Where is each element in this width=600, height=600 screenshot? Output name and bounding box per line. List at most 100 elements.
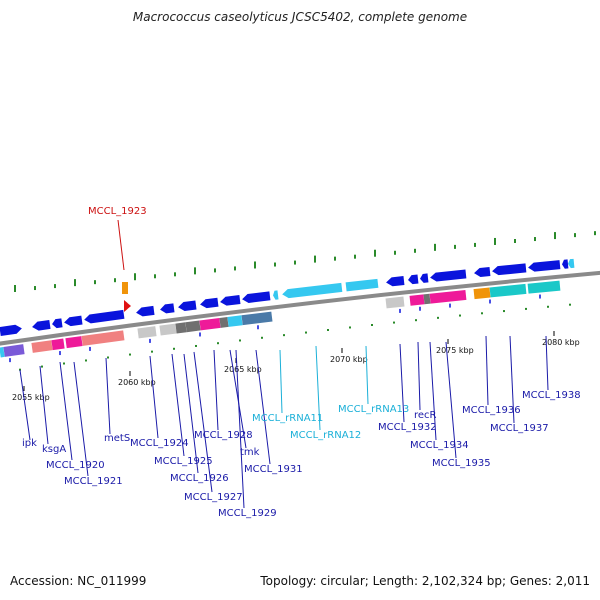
leader-line	[429, 341, 437, 441]
gene-feature	[178, 300, 197, 311]
leader-line	[213, 349, 219, 431]
gene-label: MCCL_1932	[378, 422, 437, 433]
gene-label: MCCL_1925	[154, 456, 213, 467]
mccl-1923-box	[122, 282, 128, 294]
gene-feature	[84, 309, 125, 324]
label-leader-lines	[19, 219, 549, 509]
gc-skew-ticks	[14, 231, 596, 371]
gene-feature	[423, 293, 431, 305]
gene-feature	[0, 347, 5, 358]
leader-line	[545, 335, 549, 391]
leader-line	[105, 357, 111, 435]
gene-label: MCCL_1923	[88, 206, 147, 217]
leader-line	[399, 343, 405, 423]
gene-feature	[429, 289, 467, 304]
gene-feature	[474, 266, 491, 277]
gene-label: MCCL_1927	[184, 492, 243, 503]
gene-feature	[492, 263, 527, 276]
gene-feature	[273, 290, 279, 300]
gene-label: MCCL_1926	[170, 473, 229, 484]
gene-label: recR	[414, 410, 437, 421]
gene-feature	[0, 324, 22, 336]
leader-line	[235, 349, 245, 509]
gene-feature	[408, 274, 419, 285]
gene-feature	[136, 305, 155, 317]
gene-label: MCCL_1928	[194, 430, 253, 441]
gene-feature	[386, 276, 405, 287]
gene-feature	[31, 340, 53, 353]
gene-feature	[3, 344, 25, 357]
leader-line	[365, 345, 369, 405]
leader-line	[279, 349, 283, 414]
kbp-tick-label: 2055 kbp	[12, 393, 50, 402]
leader-line	[59, 361, 73, 461]
kbp-tick-label: 2080 kbp	[542, 338, 580, 347]
gene-feature	[527, 280, 561, 294]
leader-line	[193, 351, 213, 493]
gene-label: MCCL_1929	[218, 508, 277, 519]
mccl-1923-marker	[124, 300, 131, 312]
gene-label: MCCL_rRNA12	[290, 430, 361, 441]
kbp-tick-label: 2060 kbp	[118, 378, 156, 387]
leader-line	[417, 341, 421, 411]
gene-label: MCCL_1924	[130, 438, 189, 449]
leader-line	[171, 353, 185, 457]
gene-feature	[137, 326, 157, 339]
gene-feature	[52, 318, 63, 329]
kbp-ticks: 2055 kbp 2060 kbp 2065 kbp 2070 kbp 2075 kbp…	[12, 331, 580, 402]
leader-line	[183, 353, 199, 474]
gene-feature	[199, 317, 221, 331]
gene-label: MCCL_1934	[410, 440, 469, 451]
kbp-tick-label: 2075 kbp	[436, 346, 474, 355]
gene-label: MCCL_1921	[64, 476, 123, 487]
leader-line	[509, 335, 515, 424]
kbp-tick-label: 2065 kbp	[224, 365, 262, 374]
gene-label: metS	[104, 433, 130, 444]
gene-feature	[420, 273, 429, 283]
leader-line	[149, 355, 159, 439]
gene-feature	[81, 330, 125, 346]
gene-feature	[409, 294, 425, 306]
gene-feature	[32, 320, 51, 331]
gene-label: ksgA	[42, 444, 66, 455]
gene-feature	[64, 315, 83, 327]
gene-feature	[241, 311, 273, 326]
gene-label: MCCL_rRNA13	[338, 404, 409, 415]
gene-label: MCCL_1920	[46, 460, 105, 471]
gene-label: MCCL_1936	[462, 405, 521, 416]
leader-line	[39, 365, 49, 445]
gene-label: MCCL_1937	[490, 423, 549, 434]
gene-feature	[200, 297, 219, 309]
gene-feature	[282, 282, 343, 299]
gene-label: MCCL_1938	[522, 390, 581, 401]
gene-feature	[473, 287, 491, 300]
gene-feature	[175, 322, 187, 334]
gene-feature	[227, 315, 243, 327]
gene-feature	[159, 323, 177, 336]
kbp-tick-label: 2070 kbp	[330, 355, 368, 364]
gene-label: MCCL_1931	[244, 464, 303, 475]
leader-line	[73, 361, 89, 477]
gene-feature	[430, 269, 467, 282]
gene-feature	[160, 303, 175, 314]
accession-text: Accession: NC_011999	[10, 574, 147, 588]
gene-feature	[568, 258, 575, 269]
gene-feature	[562, 259, 569, 269]
gene-feature	[489, 283, 527, 298]
gene-feature	[51, 338, 65, 351]
leader-line	[445, 341, 457, 459]
gene-feature	[242, 291, 271, 303]
leader-line	[19, 369, 31, 441]
gene-feature	[385, 296, 405, 309]
leader-line	[485, 335, 489, 406]
map-title: Macrococcus caseolyticus JCSC5402, compl…	[132, 10, 468, 24]
gene-label: MCCL_1935	[432, 458, 491, 469]
topology-summary: Topology: circular; Length: 2,102,324 bp…	[260, 574, 590, 588]
gene-label: MCCL_rRNA11	[252, 413, 323, 424]
leader-line	[117, 219, 125, 271]
leader-line	[315, 345, 321, 431]
leader-line	[255, 349, 271, 465]
gene-feature	[345, 278, 379, 292]
gene-label: tmk	[240, 447, 260, 458]
